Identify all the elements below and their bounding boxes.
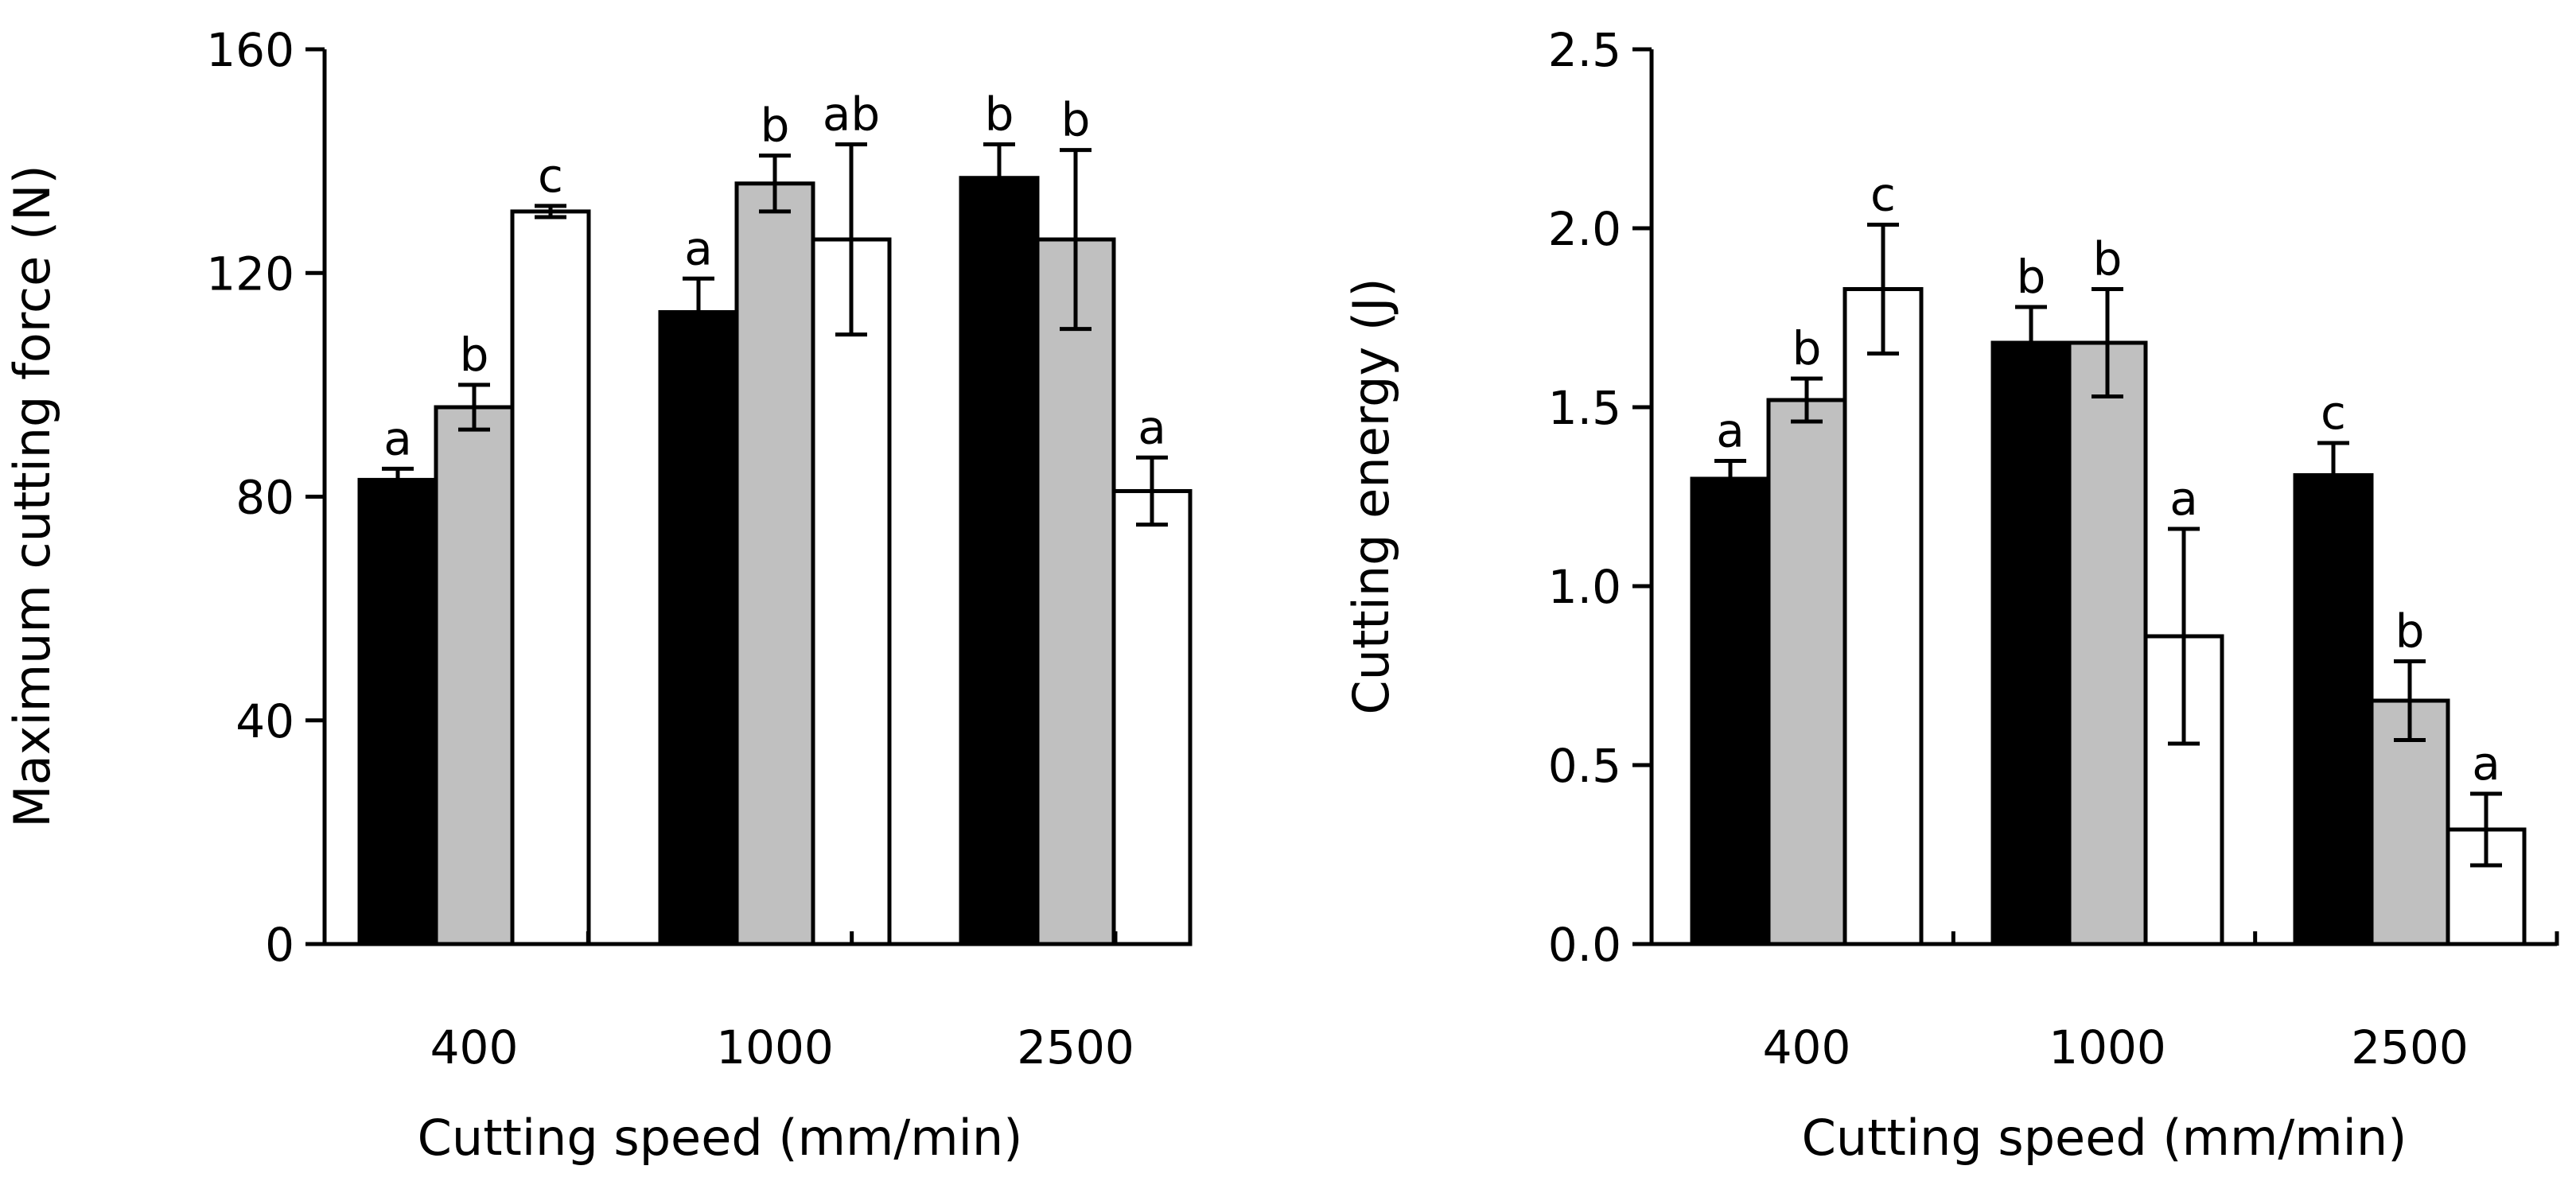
y-tick-label: 0: [265, 918, 294, 972]
y-tick-label: 0.0: [1548, 918, 1621, 972]
x-tick-label: 1000: [716, 1020, 834, 1074]
x-tick-label: 2500: [2351, 1020, 2469, 1074]
y-tick-label: 120: [206, 247, 294, 301]
significance-label: b: [761, 99, 790, 153]
significance-label: b: [1792, 321, 1822, 375]
x-tick-label: 400: [1763, 1020, 1851, 1074]
bar-1000-series-1: [1990, 340, 2072, 946]
y-tick-label: 80: [235, 471, 294, 525]
significance-label: a: [2472, 736, 2500, 791]
significance-label: c: [538, 149, 563, 203]
bar-1000-series-2: [734, 181, 815, 946]
y-axis-title: Maximum cutting force (N): [3, 165, 61, 827]
y-tick-label: 0.5: [1548, 739, 1621, 793]
y-tick-label: 1.0: [1548, 560, 1621, 614]
bar-400-series-3: [1843, 287, 1924, 946]
bar-2500-series-3: [1111, 488, 1193, 946]
bar-2500-series-1: [2293, 473, 2374, 946]
bar-400-series-1: [1690, 476, 1771, 946]
x-tick-label: 400: [430, 1020, 519, 1074]
bar-1000-series-3: [811, 237, 892, 946]
bar-400-series-3: [510, 209, 591, 946]
significance-label: a: [1716, 404, 1745, 458]
bar-1000-series-1: [658, 309, 739, 946]
x-tick-label: 2500: [1017, 1020, 1134, 1074]
significance-label: b: [2395, 604, 2425, 659]
significance-label: c: [2321, 386, 2346, 440]
significance-label: c: [1870, 168, 1896, 222]
bar-400-series-2: [1766, 398, 1847, 946]
significance-label: ab: [823, 87, 880, 142]
bar-2500-series-2: [1035, 237, 1116, 946]
significance-label: a: [383, 411, 412, 465]
x-axis-title: Cutting speed (mm/min): [1802, 1109, 2407, 1167]
significance-label: a: [684, 221, 713, 275]
significance-label: a: [2169, 472, 2198, 526]
y-tick-label: 2.5: [1548, 23, 1621, 77]
significance-label: b: [460, 328, 489, 382]
y-tick-label: 160: [206, 23, 294, 77]
significance-label: b: [985, 87, 1014, 142]
x-tick-label: 1000: [2049, 1020, 2166, 1074]
y-axis-title: Cutting energy (J): [1342, 278, 1400, 714]
bar-400-series-2: [434, 405, 515, 946]
significance-label: b: [2093, 232, 2123, 286]
significance-label: b: [2017, 250, 2046, 304]
y-tick-label: 40: [235, 694, 294, 748]
bar-1000-series-2: [2067, 340, 2148, 946]
significance-label: a: [1138, 400, 1166, 454]
significance-label: b: [1061, 93, 1091, 147]
y-tick-label: 2.0: [1548, 202, 1621, 256]
x-axis-title: Cutting speed (mm/min): [418, 1109, 1023, 1167]
bar-2500-series-1: [959, 176, 1040, 946]
y-tick-label: 1.5: [1548, 381, 1621, 435]
bar-400-series-1: [357, 477, 438, 946]
